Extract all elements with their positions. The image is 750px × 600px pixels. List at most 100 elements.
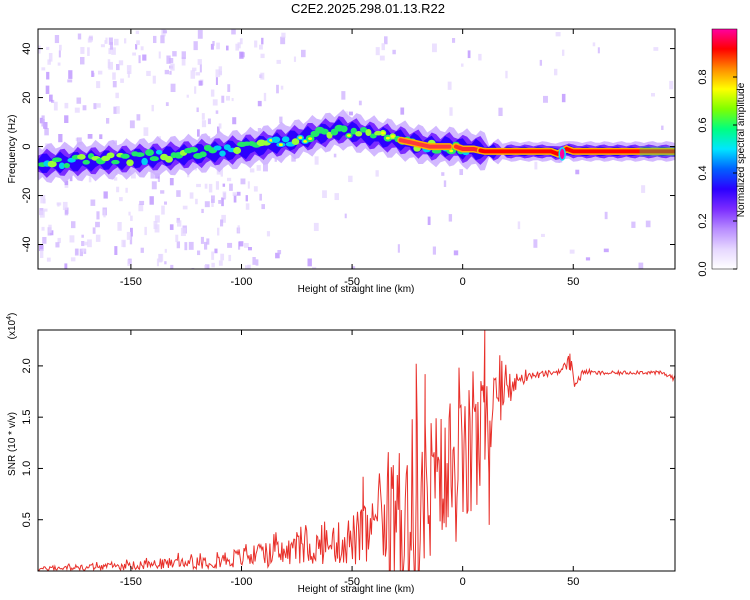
snr-content (38, 330, 675, 571)
spectrogram-content (38, 29, 675, 269)
noise-speck (49, 94, 53, 102)
noise-speck (100, 44, 105, 48)
noise-speck (114, 177, 118, 181)
ridge-blob-core (385, 136, 390, 140)
spectrogram-frame (37, 28, 676, 270)
noise-speck (427, 216, 431, 226)
ridge-blob (281, 136, 290, 143)
noise-speck (205, 264, 210, 269)
noise-speck (180, 227, 186, 237)
noise-speck (105, 37, 108, 44)
noise-speck (41, 67, 46, 71)
noise-speck (95, 234, 101, 242)
noise-speck (129, 120, 135, 129)
noise-speck (253, 186, 258, 192)
ridge-dip (558, 147, 566, 161)
ridge-blob (82, 159, 90, 165)
noise-speck (142, 54, 147, 61)
noise-speck (77, 33, 82, 40)
noise-speck (112, 72, 116, 80)
noise-speck (239, 51, 244, 59)
noise-speck (79, 248, 83, 257)
noise-speck (98, 70, 103, 75)
noise-speck (169, 71, 172, 75)
noise-speck (64, 102, 69, 109)
noise-speck (447, 81, 452, 90)
noise-speck (106, 118, 110, 124)
spectrogram-y-tick-label: 40 (21, 42, 33, 54)
noise-speck (119, 197, 123, 202)
noise-speck (123, 240, 126, 248)
noise-speck (81, 234, 84, 238)
noise-speck (80, 57, 85, 65)
noise-speck (114, 38, 119, 46)
noise-speck (68, 70, 73, 79)
noise-speck (201, 120, 207, 128)
noise-speck (498, 107, 503, 117)
noise-speck (467, 50, 471, 59)
noise-speck (478, 53, 482, 61)
ridge-blob (291, 138, 300, 145)
noise-speck (169, 224, 174, 230)
noise-speck (215, 77, 218, 85)
noise-speck (452, 38, 456, 43)
noise-speck (260, 53, 265, 59)
noise-speck (114, 246, 118, 256)
noise-speck (237, 225, 240, 233)
spectrogram-x-tick-label: -150 (120, 276, 142, 288)
ridge-blob (63, 162, 70, 169)
noise-speck (244, 243, 249, 248)
noise-speck (161, 205, 165, 215)
noise-speck (400, 107, 405, 115)
colorbar-tick-label: 0.4 (697, 165, 709, 180)
noise-speck (204, 241, 208, 250)
noise-speck (257, 128, 262, 133)
noise-speck (569, 249, 575, 254)
noise-speck (184, 242, 188, 251)
noise-speck (212, 41, 215, 46)
noise-speck (186, 94, 189, 98)
noise-speck (254, 40, 258, 48)
ridge-blobs (38, 124, 474, 170)
noise-speck (461, 63, 464, 67)
noise-speck (46, 46, 50, 50)
noise-speck (88, 176, 92, 183)
noise-speck (358, 100, 362, 106)
snr-line (38, 330, 675, 571)
noise-speck (275, 252, 280, 259)
ridge-blob (67, 157, 76, 163)
noise-speck (158, 51, 161, 59)
noise-speck (71, 221, 76, 229)
noise-speck (351, 266, 356, 269)
noise-speck (87, 47, 90, 56)
noise-speck (252, 257, 256, 265)
noise-speck (164, 248, 167, 253)
noise-speck (210, 89, 215, 97)
noise-speck (212, 99, 218, 106)
noise-speck (256, 165, 261, 171)
snr-y-ticks: 0.5 1.0 1.5 2.0 (21, 358, 675, 527)
noise-speck (92, 227, 96, 234)
ridge-band (38, 119, 675, 174)
noise-speck (56, 202, 62, 206)
ridge-blob (365, 128, 372, 137)
noise-speck (139, 200, 145, 206)
snr-x-axis-title: Height of straight line (km) (298, 584, 415, 595)
noise-speck (216, 42, 220, 50)
noise-speck (263, 163, 268, 172)
ridge-blob (47, 160, 57, 168)
ridge-blob (155, 149, 163, 155)
noise-speck (314, 156, 319, 165)
noise-speck (48, 224, 52, 233)
noise-speck (238, 241, 241, 250)
noise-speck (170, 264, 174, 269)
noise-speck (261, 37, 264, 45)
noise-speck (322, 190, 327, 198)
noise-speck (196, 107, 199, 113)
noise-speck (301, 49, 306, 58)
ridge-blob (188, 146, 199, 153)
noise-speck (194, 86, 197, 94)
noise-speck (220, 253, 225, 261)
noise-speck (64, 115, 69, 123)
noise-speck (196, 183, 201, 188)
